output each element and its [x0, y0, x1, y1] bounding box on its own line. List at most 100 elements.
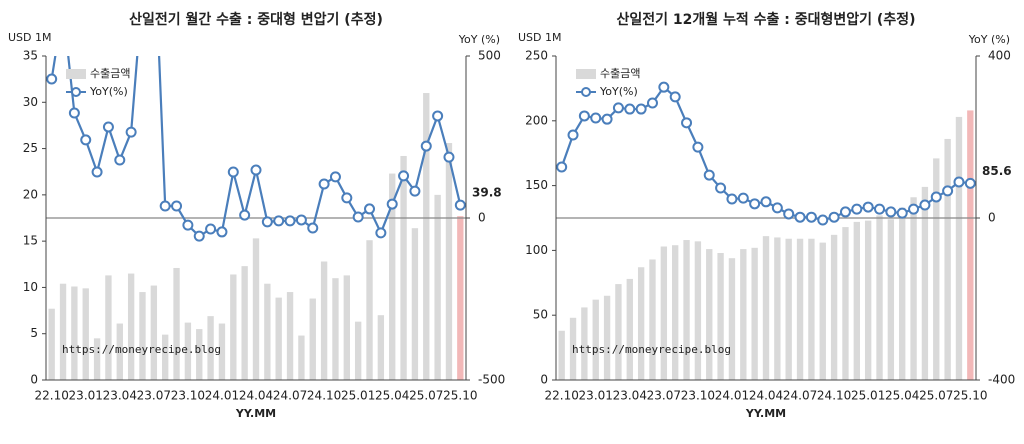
bar	[286, 292, 294, 380]
yoy-marker	[953, 176, 965, 188]
bar	[955, 116, 963, 381]
yoy-marker	[942, 185, 954, 197]
x-tick-label: 24.07	[783, 389, 817, 403]
y2-tick-label: -500	[478, 373, 505, 387]
x-tick-label: 25.10	[443, 389, 477, 403]
yoy-marker	[227, 166, 239, 178]
bar	[207, 316, 214, 380]
yoy-marker	[817, 214, 829, 226]
yoy-marker	[250, 164, 262, 176]
yoy-marker	[409, 185, 421, 197]
bar	[93, 338, 101, 380]
legend-bar-swatch	[66, 69, 86, 79]
yoy-marker	[658, 81, 670, 93]
line-series	[556, 81, 976, 226]
yoy-marker	[590, 112, 602, 124]
yoy-marker	[612, 102, 624, 114]
yoy-marker	[964, 177, 976, 189]
yoy-marker	[386, 198, 398, 210]
yoy-marker	[771, 202, 783, 214]
watermark: https://moneyrecipe.blog	[62, 343, 221, 356]
x-tick-label: 23.10	[171, 389, 205, 403]
y2-tick-label: 0	[988, 211, 996, 225]
bar	[162, 334, 169, 380]
line-series	[46, 56, 466, 242]
yoy-marker	[193, 230, 205, 242]
bar	[264, 283, 271, 380]
x-tick-label: 24.04	[239, 389, 273, 403]
y-tick-label: 10	[23, 280, 38, 294]
x-tick-label: 23.07	[647, 389, 681, 403]
yoy-marker	[646, 97, 658, 109]
yoy-marker	[46, 73, 58, 85]
yoy-marker	[454, 199, 466, 211]
bar	[626, 278, 633, 380]
y-tick-label: 15	[23, 234, 38, 248]
bar	[717, 252, 724, 380]
bar	[139, 292, 146, 380]
x-tick-label: 22.10	[34, 389, 68, 403]
y2-axis-label: YoY (%)	[458, 33, 500, 46]
legend-marker	[581, 87, 591, 97]
bar	[899, 207, 906, 380]
legend-bar-swatch	[576, 69, 596, 79]
yoy-marker	[205, 223, 217, 235]
bar	[842, 227, 849, 380]
yoy-marker	[703, 169, 715, 181]
legend-label: YoY(%)	[89, 85, 128, 98]
bar	[48, 308, 55, 380]
yoy-marker	[839, 206, 851, 218]
bar	[196, 329, 203, 380]
yoy-marker	[261, 216, 273, 228]
yoy-marker	[783, 208, 795, 220]
bar	[921, 186, 929, 380]
yoy-marker	[364, 203, 376, 215]
y-tick-label: 0	[30, 373, 38, 387]
yoy-marker	[805, 211, 817, 223]
x-tick-label: 24.01	[205, 389, 239, 403]
bar	[967, 110, 974, 380]
bar	[944, 138, 951, 380]
yoy-marker	[159, 200, 171, 212]
bar	[853, 221, 860, 380]
yoy-marker	[669, 91, 681, 103]
y-axis-label: USD 1M	[8, 31, 52, 44]
yoy-marker	[91, 166, 103, 178]
bar	[309, 298, 316, 380]
bar	[774, 237, 781, 380]
legend-label: 수출금액	[90, 67, 130, 80]
bar	[71, 286, 78, 380]
bar	[320, 261, 328, 380]
x-tick-label: 25.04	[885, 389, 919, 403]
bar	[82, 288, 89, 380]
y-tick-label: 0	[540, 373, 548, 387]
x-tick-label: 25.07	[919, 389, 953, 403]
y2-axis-label: YoY (%)	[968, 33, 1010, 46]
yoy-marker	[874, 203, 886, 215]
x-tick-label: 23.01	[579, 389, 613, 403]
yoy-marker	[443, 151, 455, 163]
bar	[649, 259, 656, 380]
x-tick-label: 24.10	[817, 389, 851, 403]
yoy-marker	[182, 219, 194, 231]
bar	[150, 285, 158, 380]
bar	[218, 323, 226, 380]
yoy-marker	[828, 211, 840, 223]
bar	[796, 238, 804, 380]
x-tick-label: 25.07	[409, 389, 443, 403]
y2-tick-label: 0	[478, 211, 486, 225]
bar	[332, 278, 339, 380]
yoy-marker	[885, 206, 897, 218]
bar	[887, 219, 895, 380]
x-axis-label: YY.MM	[745, 407, 786, 420]
x-tick-label: 25.01	[851, 389, 885, 403]
bar	[569, 317, 577, 380]
y2-tick-label: -400	[988, 373, 1015, 387]
bar	[637, 267, 645, 380]
y-tick-label: 20	[23, 187, 38, 201]
yoy-marker	[125, 126, 137, 138]
bar	[864, 220, 872, 380]
y-tick-label: 25	[23, 141, 38, 155]
y-tick-label: 35	[23, 49, 38, 63]
